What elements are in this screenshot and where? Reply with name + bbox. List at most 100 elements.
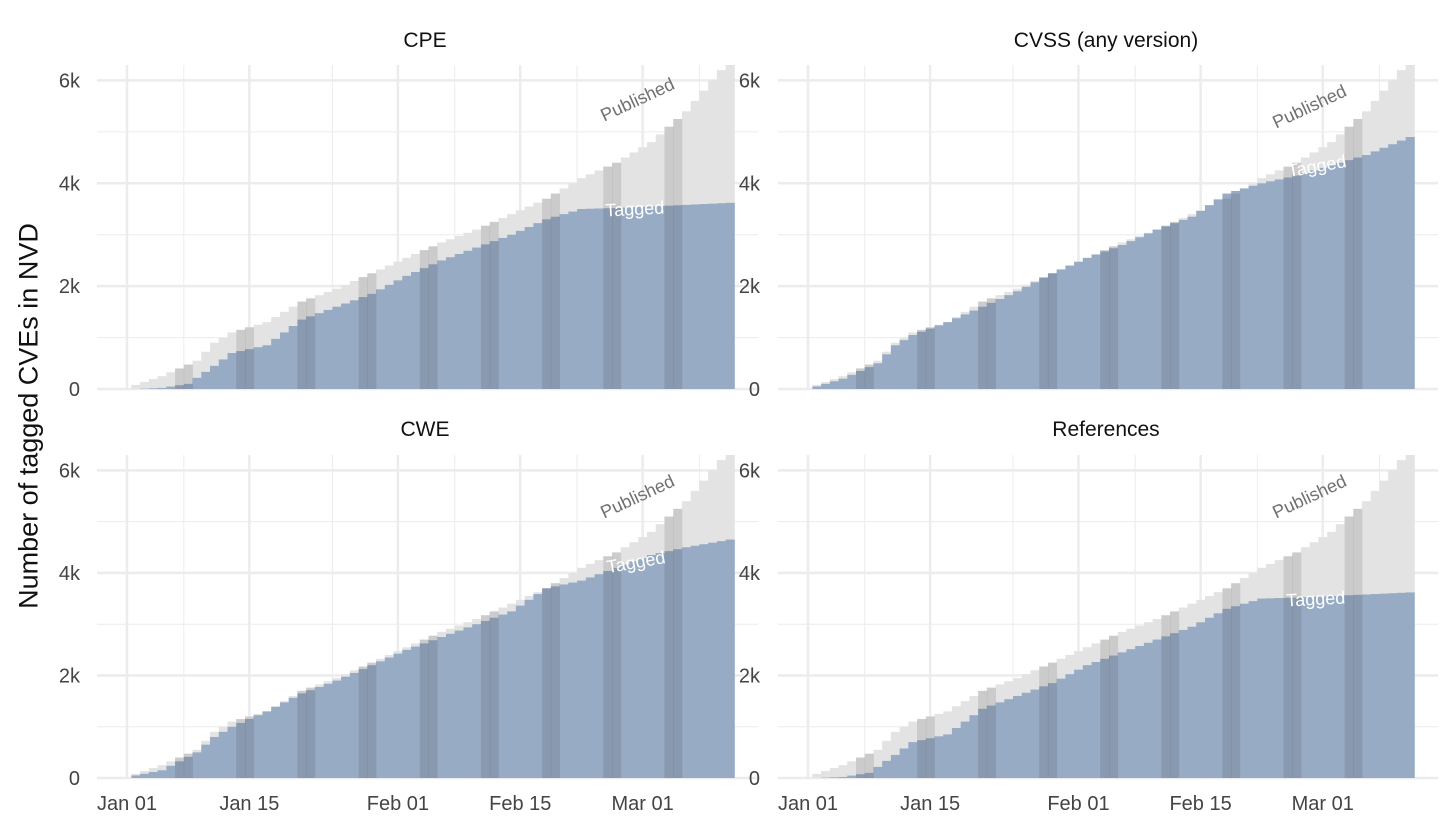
weekend-shade xyxy=(664,516,674,778)
tagged-annotation: Tagged xyxy=(605,197,665,220)
weekend-shade xyxy=(175,757,185,778)
tagged-bar xyxy=(437,637,447,778)
published-bar xyxy=(821,770,831,778)
tagged-bar xyxy=(1388,144,1398,389)
tagged-bar xyxy=(951,728,962,778)
tagged-bar xyxy=(1405,592,1415,778)
published-annotation: Published xyxy=(1269,471,1349,523)
tagged-bar xyxy=(524,599,534,778)
tagged-bar xyxy=(995,702,1005,778)
tagged-bar xyxy=(367,293,377,389)
weekend-shade xyxy=(1100,250,1110,389)
tagged-bar xyxy=(951,318,962,389)
weekend-shade xyxy=(1231,193,1241,389)
tagged-bar xyxy=(821,383,831,389)
tagged-bar xyxy=(960,721,970,778)
tagged-bar xyxy=(244,719,255,778)
tagged-bar xyxy=(358,669,368,778)
tagged-bar xyxy=(393,653,403,778)
tagged-bar xyxy=(899,340,909,389)
tagged-bar xyxy=(1335,162,1345,389)
weekend-shade xyxy=(236,329,246,389)
published-bar xyxy=(140,381,150,389)
y-tick-label: 6k xyxy=(59,460,81,482)
tagged-bar xyxy=(559,214,569,389)
tagged-bar xyxy=(1187,626,1197,778)
tagged-bar xyxy=(708,542,718,778)
tagged-bar xyxy=(402,649,412,778)
tagged-bar xyxy=(864,367,874,389)
tagged-bar xyxy=(1039,277,1049,389)
tagged-bar xyxy=(175,385,185,389)
tagged-bar xyxy=(1396,592,1407,778)
tagged-bar xyxy=(1248,601,1258,778)
weekend-shade xyxy=(236,719,246,778)
tagged-bar xyxy=(279,332,290,389)
tagged-bar xyxy=(288,697,298,778)
tagged-bar xyxy=(655,553,665,778)
panel-references: References 0 2k 4k 6k Jan 01 Jan 15 Feb 01 Feb 1… xyxy=(739,418,1438,815)
tagged-bar xyxy=(594,208,604,389)
tagged-bar xyxy=(489,617,499,778)
x-tick-label: Feb 15 xyxy=(489,793,551,815)
weekend-shade xyxy=(1283,556,1293,778)
tagged-bar xyxy=(515,605,526,778)
x-tick-label: Feb 01 xyxy=(1047,793,1109,815)
tagged-bar xyxy=(218,359,228,389)
tagged-bar xyxy=(1257,183,1267,389)
tagged-bar xyxy=(934,325,944,389)
tagged-bar xyxy=(969,715,979,778)
tagged-bar xyxy=(585,208,595,389)
y-tick-label: 0 xyxy=(749,768,760,790)
tagged-bar xyxy=(175,761,185,778)
tagged-bar xyxy=(262,345,272,389)
tagged-bar xyxy=(1300,173,1311,389)
tagged-bar xyxy=(1030,689,1040,778)
tagged-bar xyxy=(917,740,927,778)
tagged-bar xyxy=(986,705,996,778)
tagged-bar xyxy=(646,206,657,389)
tagged-bar xyxy=(1187,216,1197,389)
tagged-bar xyxy=(1239,188,1249,389)
tagged-bar xyxy=(855,774,866,778)
tagged-bar xyxy=(594,574,604,778)
tagged-bar xyxy=(1318,167,1328,389)
tagged-bar xyxy=(873,363,883,389)
tagged-bar xyxy=(1231,606,1241,778)
published-bar xyxy=(131,384,141,389)
published-bar xyxy=(166,372,176,389)
tagged-bar xyxy=(1117,652,1127,778)
tagged-bar xyxy=(646,554,657,778)
tagged-bar xyxy=(341,676,351,778)
tagged-bar xyxy=(708,203,718,389)
panel-title: CWE xyxy=(401,418,450,441)
weekend-shade xyxy=(419,639,429,778)
weekend-shade xyxy=(986,298,996,389)
weekend-shade xyxy=(1353,119,1363,389)
tagged-bar xyxy=(472,247,482,389)
tagged-bar xyxy=(1074,669,1084,778)
tagged-bar xyxy=(1213,613,1223,778)
tagged-bar xyxy=(638,206,648,389)
tagged-bar xyxy=(428,264,438,389)
tagged-bar xyxy=(1292,175,1302,389)
published-bar xyxy=(873,749,883,778)
tagged-bar xyxy=(629,561,639,778)
tagged-bar xyxy=(210,736,220,778)
tagged-bar xyxy=(131,775,141,778)
tagged-bar xyxy=(428,640,438,778)
tagged-bar xyxy=(140,773,150,778)
weekend-shade xyxy=(489,611,499,778)
tagged-bar xyxy=(1004,699,1014,778)
tagged-bar xyxy=(925,328,935,389)
tagged-bar xyxy=(201,744,211,778)
tagged-bar xyxy=(411,272,421,389)
tagged-bar xyxy=(603,208,613,389)
weekend-shade xyxy=(978,301,988,389)
tagged-bar xyxy=(1091,254,1101,389)
tagged-bar xyxy=(1100,251,1110,389)
weekend-shade xyxy=(428,635,438,778)
weekend-shade xyxy=(480,225,491,389)
tagged-bar xyxy=(533,223,543,389)
tagged-bar xyxy=(890,345,901,389)
